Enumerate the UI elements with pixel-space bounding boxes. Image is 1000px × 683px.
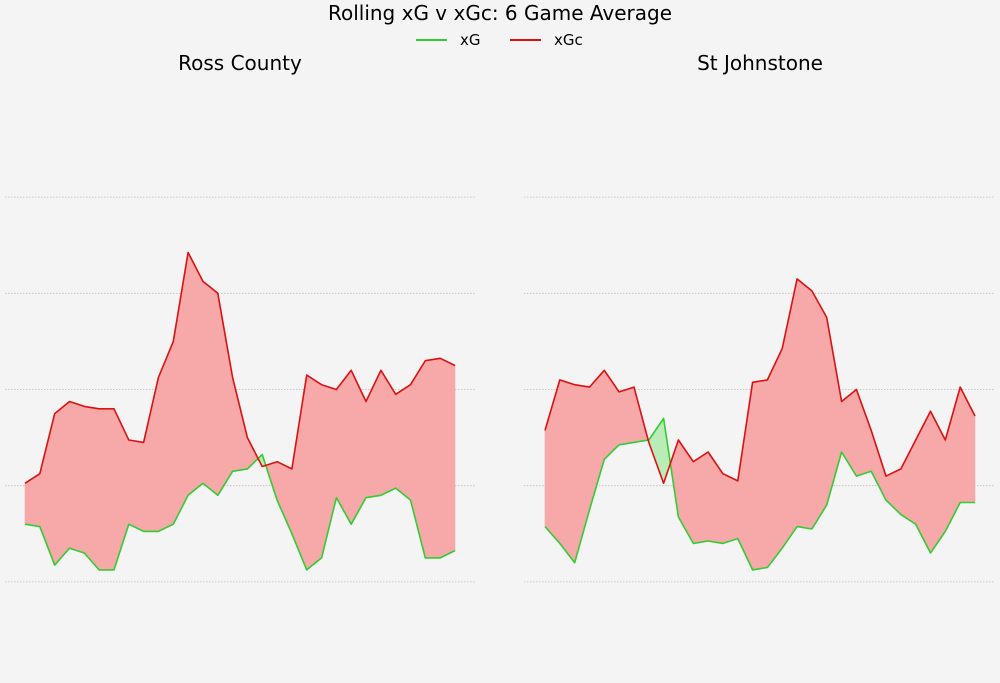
series-lines <box>544 278 976 571</box>
xgc-excess-fill <box>915 411 931 554</box>
xg-line <box>544 417 975 571</box>
xgc-excess-fill <box>618 386 635 446</box>
xgc-excess-fill <box>692 451 709 544</box>
xgc-excess-fill <box>900 439 917 525</box>
xgc-excess-fill <box>944 387 961 532</box>
xgc-excess-fill <box>707 451 724 544</box>
xgc-excess-fill <box>69 401 85 554</box>
xgc-excess-fill <box>306 374 322 571</box>
xgc-excess-fill <box>959 386 976 503</box>
xgc-excess-fill <box>128 439 144 532</box>
xgc-excess-fill <box>84 406 100 571</box>
xgc-excess-fill <box>276 461 293 534</box>
panel-st-johnstone: St Johnstone <box>524 51 995 583</box>
xgc-excess-fill <box>811 289 828 531</box>
xgc-excess-fill <box>395 384 411 501</box>
xgc-excess-fill <box>930 411 946 554</box>
panel-title-ross-county: Ross County <box>178 51 302 75</box>
xgc-excess-fill <box>54 400 70 566</box>
difference-fills <box>544 278 976 571</box>
xgc-excess-fill <box>439 357 456 559</box>
panel-ross-county: Ross County <box>5 51 476 583</box>
xgc-excess-fill <box>781 278 798 550</box>
xgc-excess-fill <box>870 430 887 501</box>
gridlines <box>5 196 476 583</box>
legend: xG xGc <box>416 31 583 49</box>
xgc-excess-fill <box>767 348 783 569</box>
xgc-excess-fill <box>678 439 694 545</box>
xgc-excess-fill <box>796 278 813 530</box>
xgc-excess-fill <box>158 341 174 532</box>
xgc-excess-fill <box>722 473 739 544</box>
xgc-excess-fill <box>202 280 219 496</box>
legend-label-xgc: xGc <box>554 31 583 49</box>
series-lines <box>24 251 456 571</box>
xgc-excess-fill <box>380 369 397 496</box>
xgc-excess-fill <box>143 377 159 532</box>
xgc-excess-fill <box>752 379 768 571</box>
xgc-excess-fill <box>321 384 337 558</box>
xgc-excess-fill <box>39 413 56 566</box>
xgc-excess-fill <box>232 377 248 472</box>
xgc-excess-fill <box>856 389 872 477</box>
xgc-excess-fill <box>559 379 576 564</box>
xgc-line <box>544 278 976 485</box>
xg-line <box>24 453 456 571</box>
xgc-excess-fill <box>424 357 441 559</box>
difference-fills <box>24 252 456 571</box>
xgc-excess-fill <box>217 293 233 497</box>
xgc-excess-fill <box>589 369 605 510</box>
panel-title-st-johnstone: St Johnstone <box>697 51 823 75</box>
xgc-excess-fill <box>98 408 115 571</box>
xgc-line <box>24 251 456 484</box>
chart-title: Rolling xG v xGc: 6 Game Average <box>328 1 672 25</box>
legend-label-xg: xG <box>460 31 481 49</box>
xgc-excess-fill <box>187 252 204 496</box>
